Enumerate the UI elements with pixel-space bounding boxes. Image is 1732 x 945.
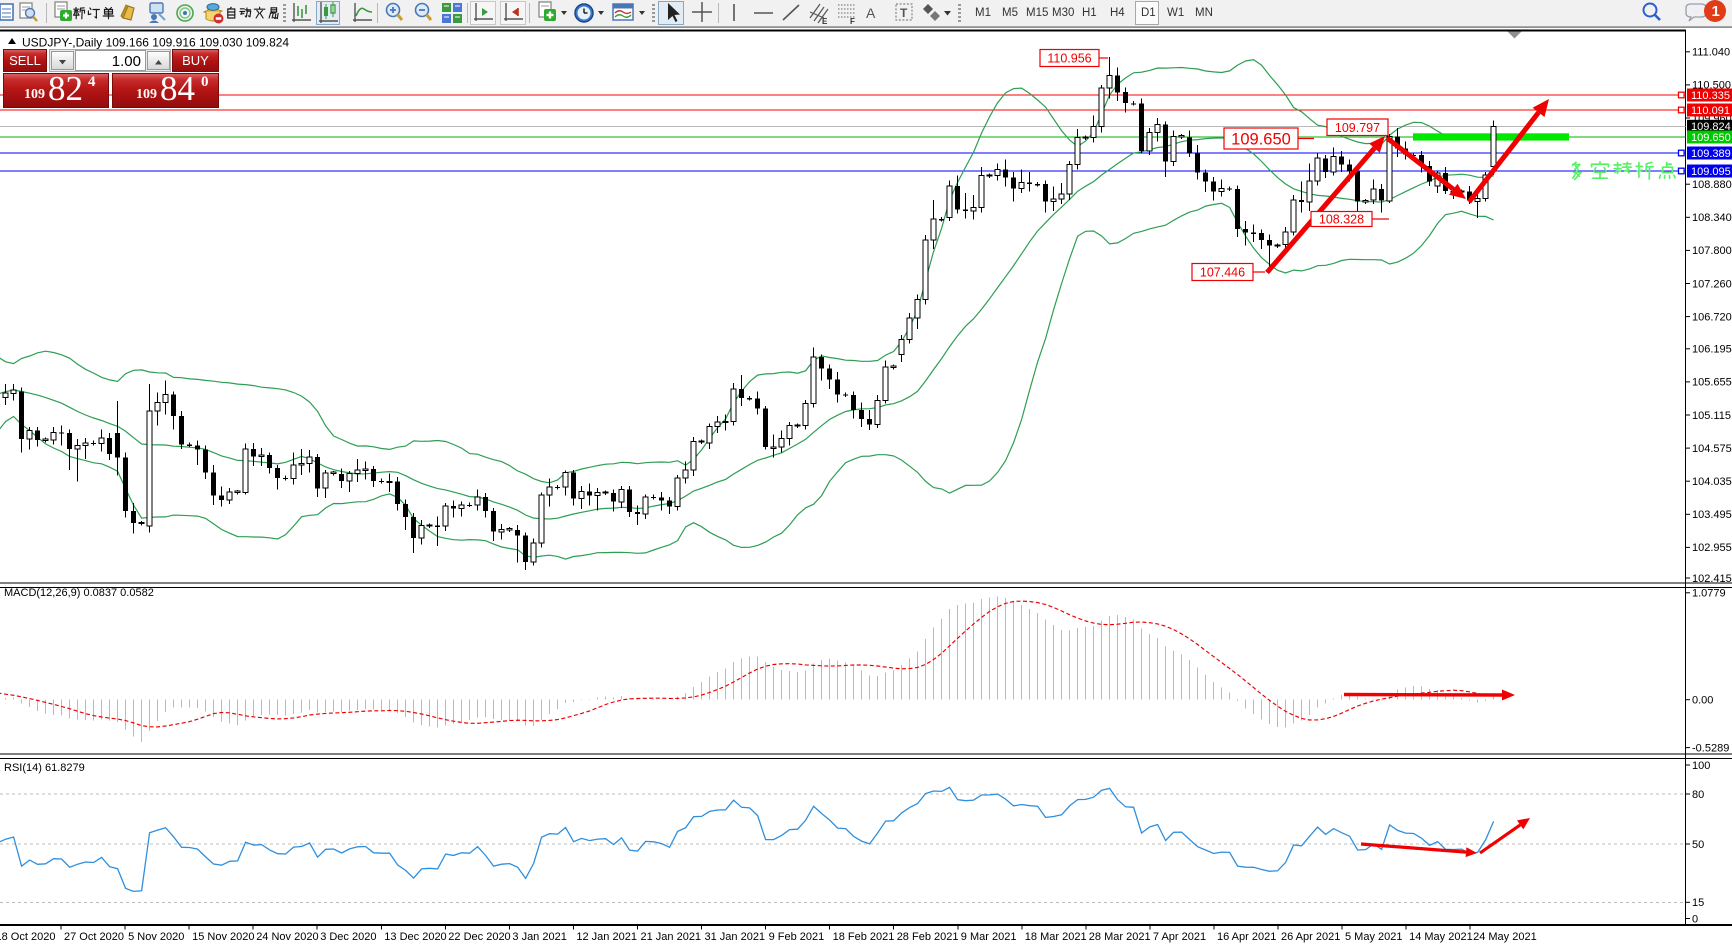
svg-text:16 Apr 2021: 16 Apr 2021	[1217, 931, 1276, 943]
svg-text:18 Oct 2020: 18 Oct 2020	[0, 931, 55, 943]
svg-text:110.335: 110.335	[1691, 90, 1730, 102]
svg-text:104.035: 104.035	[1692, 476, 1732, 488]
svg-text:109.650: 109.650	[1231, 130, 1291, 148]
svg-text:105.655: 105.655	[1692, 377, 1732, 389]
svg-text:3 Jan 2021: 3 Jan 2021	[512, 931, 566, 943]
svg-text:28 Feb 2021: 28 Feb 2021	[897, 931, 959, 943]
svg-text:15: 15	[1692, 897, 1704, 909]
svg-text:14 May 2021: 14 May 2021	[1409, 931, 1473, 943]
svg-text:102.955: 102.955	[1692, 542, 1732, 554]
svg-text:24 May 2021: 24 May 2021	[1473, 931, 1537, 943]
svg-text:15 Nov 2020: 15 Nov 2020	[192, 931, 254, 943]
svg-text:108.328: 108.328	[1319, 213, 1364, 227]
svg-text:109.095: 109.095	[1691, 166, 1731, 178]
svg-text:109.824: 109.824	[1691, 121, 1731, 133]
svg-text:27 Oct 2020: 27 Oct 2020	[64, 931, 124, 943]
svg-text:102.415: 102.415	[1692, 573, 1732, 585]
svg-text:28 Mar 2021: 28 Mar 2021	[1089, 931, 1151, 943]
svg-text:18 Mar 2021: 18 Mar 2021	[1025, 931, 1087, 943]
svg-text:111.040: 111.040	[1692, 47, 1730, 59]
svg-text:107.800: 107.800	[1692, 245, 1732, 257]
svg-text:106.720: 106.720	[1692, 311, 1732, 323]
svg-text:109.389: 109.389	[1691, 148, 1731, 160]
svg-text:USDJPY-,Daily 109.166 109.916: USDJPY-,Daily 109.166 109.916 109.030 10…	[22, 36, 289, 50]
svg-text:104.575: 104.575	[1692, 443, 1732, 455]
svg-text:108.880: 108.880	[1692, 179, 1732, 191]
svg-text:26 Apr 2021: 26 Apr 2021	[1281, 931, 1340, 943]
svg-text:110.091: 110.091	[1691, 105, 1730, 117]
svg-text:110.956: 110.956	[1047, 52, 1091, 66]
svg-text:MACD(12,26,9) 0.0837 0.0582: MACD(12,26,9) 0.0837 0.0582	[4, 587, 154, 599]
svg-text:21 Jan 2021: 21 Jan 2021	[641, 931, 702, 943]
svg-text:T: T	[900, 6, 908, 20]
svg-text:7 Apr 2021: 7 Apr 2021	[1153, 931, 1206, 943]
svg-text:22 Dec 2020: 22 Dec 2020	[448, 931, 510, 943]
svg-text:103.495: 103.495	[1692, 509, 1732, 521]
svg-text:106.195: 106.195	[1692, 344, 1732, 356]
svg-text:105.115: 105.115	[1692, 410, 1731, 422]
svg-text:9 Feb 2021: 9 Feb 2021	[769, 931, 825, 943]
svg-text:5 May 2021: 5 May 2021	[1345, 931, 1402, 943]
svg-text:24 Nov 2020: 24 Nov 2020	[256, 931, 318, 943]
svg-text:109.650: 109.650	[1691, 132, 1731, 144]
svg-text:108.340: 108.340	[1692, 212, 1732, 224]
svg-text:12 Jan 2021: 12 Jan 2021	[576, 931, 637, 943]
svg-text:109.797: 109.797	[1335, 121, 1380, 135]
svg-text:50: 50	[1692, 839, 1704, 851]
svg-text:5 Nov 2020: 5 Nov 2020	[128, 931, 184, 943]
svg-text:3 Dec 2020: 3 Dec 2020	[320, 931, 376, 943]
svg-text:100: 100	[1692, 760, 1710, 772]
svg-text:E: E	[822, 17, 828, 26]
svg-text:80: 80	[1692, 789, 1704, 801]
svg-text:0.00: 0.00	[1692, 695, 1713, 707]
svg-text:107.446: 107.446	[1200, 266, 1245, 280]
svg-text:18 Feb 2021: 18 Feb 2021	[833, 931, 895, 943]
svg-text:107.260: 107.260	[1692, 278, 1732, 290]
svg-text:1: 1	[1712, 3, 1720, 20]
svg-text:RSI(14) 61.8279: RSI(14) 61.8279	[4, 762, 85, 774]
svg-text:1.0779: 1.0779	[1692, 588, 1726, 600]
svg-text:-0.5289: -0.5289	[1692, 742, 1729, 754]
svg-text:F: F	[850, 17, 855, 26]
svg-text:9 Mar 2021: 9 Mar 2021	[961, 931, 1017, 943]
svg-text:31 Jan 2021: 31 Jan 2021	[705, 931, 766, 943]
svg-text:13 Dec 2020: 13 Dec 2020	[384, 931, 446, 943]
svg-text:0: 0	[1692, 913, 1698, 925]
